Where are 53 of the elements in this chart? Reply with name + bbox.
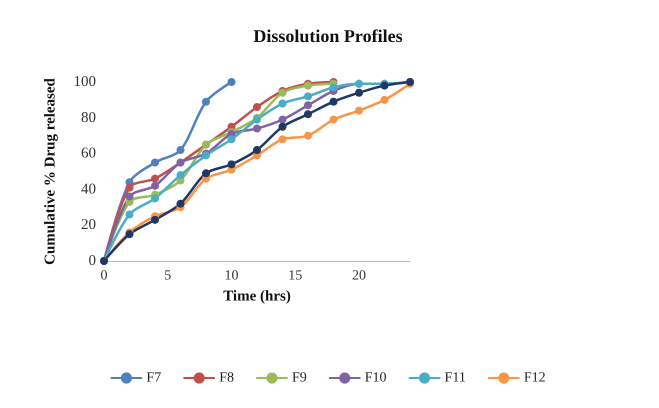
x-tick-label: 10	[224, 268, 238, 284]
point	[176, 146, 184, 154]
point	[278, 122, 286, 131]
legend-label: F10	[364, 370, 387, 386]
point	[253, 146, 261, 154]
x-tick-label: 15	[288, 268, 302, 284]
y-tick-label: 100	[74, 74, 96, 90]
point	[151, 216, 159, 224]
point	[330, 116, 338, 124]
point	[253, 103, 261, 112]
point	[126, 184, 134, 192]
y-axis-title: Cumulative % Drug released	[42, 77, 58, 265]
point	[304, 92, 312, 100]
point	[202, 169, 210, 178]
x-axis-title: Time (hrs)	[223, 288, 291, 304]
point	[151, 182, 159, 190]
point	[330, 83, 338, 92]
point	[126, 210, 134, 218]
y-tick-label: 0	[88, 253, 96, 269]
point	[151, 174, 159, 183]
point	[176, 200, 184, 208]
point	[202, 98, 210, 106]
x-tick-label: 0	[100, 268, 108, 284]
point	[228, 160, 236, 168]
point	[228, 135, 236, 144]
y-tick-label: 20	[81, 217, 96, 234]
point	[151, 194, 159, 202]
chart-title: Dissolution Profiles	[253, 26, 403, 46]
point	[126, 192, 134, 201]
point	[253, 124, 261, 133]
point	[304, 132, 312, 140]
legend-label: F12	[524, 370, 546, 386]
y-tick-label: 40	[81, 181, 96, 198]
point	[304, 110, 312, 118]
point	[380, 96, 388, 104]
point	[355, 106, 363, 115]
point	[278, 116, 286, 124]
point	[151, 158, 159, 167]
point	[304, 101, 312, 110]
point	[228, 78, 236, 86]
point	[355, 88, 363, 97]
legend-label: F7	[146, 370, 162, 386]
point	[278, 135, 286, 144]
legend-label: F11	[444, 370, 466, 386]
x-tick-label: 20	[352, 268, 366, 284]
legend-label: F9	[292, 370, 307, 386]
x-tick-label: 5	[164, 268, 172, 284]
point	[278, 99, 286, 108]
point	[330, 98, 338, 106]
point	[176, 171, 184, 180]
y-tick-label: 80	[81, 110, 96, 126]
y-tick-label: 60	[81, 146, 96, 162]
legend-label: F8	[219, 370, 234, 386]
